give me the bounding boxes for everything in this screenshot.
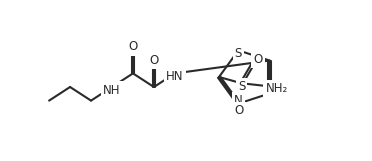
Text: O: O <box>128 40 138 53</box>
Text: S: S <box>238 80 245 93</box>
Text: S: S <box>235 47 242 60</box>
Text: N: N <box>265 84 274 97</box>
Text: O: O <box>234 104 244 117</box>
Text: NH: NH <box>103 84 121 96</box>
Text: NH₂: NH₂ <box>266 82 288 95</box>
Text: O: O <box>253 52 263 66</box>
Text: N: N <box>234 94 243 107</box>
Text: O: O <box>149 54 158 67</box>
Text: HN: HN <box>166 70 184 83</box>
